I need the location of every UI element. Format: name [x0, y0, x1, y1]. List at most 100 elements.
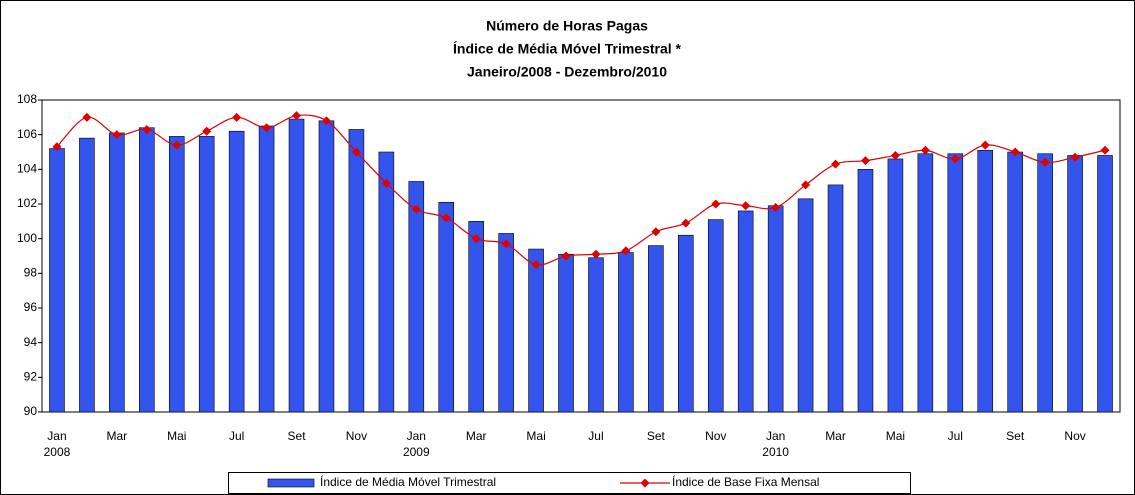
- bar: [79, 137, 95, 413]
- x-group-label: 2009: [403, 445, 430, 459]
- y-tick-label: 104: [17, 162, 37, 176]
- marker: [112, 130, 122, 140]
- marker: [621, 246, 631, 256]
- bar: [438, 201, 455, 413]
- marker: [860, 156, 870, 166]
- marker: [351, 147, 361, 157]
- bar: [408, 181, 425, 413]
- bar: [528, 248, 544, 413]
- marker: [471, 234, 481, 244]
- y-tick-label: 106: [17, 127, 37, 141]
- x-tick-label: Mai: [167, 429, 186, 443]
- bar: [109, 132, 125, 413]
- x-tick-label: Jan: [47, 429, 66, 443]
- marker: [232, 112, 242, 122]
- x-tick-label: Jul: [229, 429, 244, 443]
- bar: [827, 184, 844, 413]
- y-tick-label: 92: [24, 370, 38, 384]
- bar: [318, 120, 335, 413]
- marker: [441, 213, 451, 223]
- x-tick-label: Set: [1006, 429, 1025, 443]
- bar: [1037, 153, 1053, 413]
- y-tick-label: 102: [17, 196, 37, 210]
- bar: [767, 205, 784, 413]
- x-tick-label: Mar: [466, 429, 487, 443]
- marker: [202, 126, 212, 136]
- marker: [950, 154, 960, 164]
- legend-label: Índice de Base Fixa Mensal: [672, 474, 819, 489]
- chart-subtitle: Janeiro/2008 - Dezembro/2010: [467, 64, 667, 80]
- bar: [947, 153, 964, 413]
- plot-area: [41, 99, 1121, 413]
- x-tick-label: Jan: [407, 429, 426, 443]
- marker: [172, 140, 182, 150]
- marker: [321, 116, 331, 126]
- y-tick-label: 98: [24, 266, 38, 280]
- x-group-label: 2008: [44, 445, 71, 459]
- marker: [771, 202, 781, 212]
- marker: [741, 201, 751, 211]
- marker: [711, 199, 721, 209]
- legend: [228, 472, 911, 494]
- bar: [618, 252, 634, 413]
- marker: [1010, 147, 1020, 157]
- bar: [139, 127, 155, 413]
- marker: [262, 123, 272, 133]
- bar: [49, 148, 65, 413]
- bar: [737, 210, 754, 413]
- bar: [1097, 155, 1113, 413]
- x-tick-label: Mar: [825, 429, 846, 443]
- chart-title: Número de Horas Pagas: [486, 18, 648, 34]
- marker: [381, 178, 391, 188]
- marker: [1100, 145, 1110, 155]
- marker: [801, 180, 811, 190]
- marker: [142, 124, 152, 134]
- bar: [857, 169, 874, 413]
- marker: [920, 145, 930, 155]
- bar: [348, 129, 365, 413]
- marker: [531, 260, 541, 270]
- marker: [1070, 152, 1080, 162]
- marker: [82, 112, 92, 122]
- marker: [651, 227, 661, 237]
- y-tick-label: 94: [24, 335, 38, 349]
- legend-label: Índice de Média Móvel Trimestral: [320, 474, 496, 489]
- bar: [977, 149, 994, 413]
- marker: [52, 142, 62, 152]
- bar: [558, 253, 574, 413]
- bar: [887, 158, 904, 413]
- x-tick-label: Nov: [1064, 429, 1085, 443]
- x-tick-label: Nov: [346, 429, 367, 443]
- legend-swatch: [640, 478, 650, 488]
- x-tick-label: Mai: [526, 429, 545, 443]
- marker: [1040, 157, 1050, 167]
- bar: [198, 136, 215, 413]
- marker: [681, 218, 691, 228]
- x-tick-label: Jul: [948, 429, 963, 443]
- y-tick-label: 90: [24, 404, 38, 418]
- bar: [678, 234, 694, 413]
- x-tick-label: Set: [647, 429, 666, 443]
- bar: [378, 151, 395, 413]
- x-tick-label: Jul: [588, 429, 603, 443]
- x-tick-label: Jan: [766, 429, 785, 443]
- x-tick-label: Nov: [705, 429, 726, 443]
- marker: [292, 111, 302, 121]
- marker: [411, 204, 421, 214]
- marker: [980, 140, 990, 150]
- bar: [797, 198, 814, 413]
- y-tick-label: 108: [17, 92, 37, 106]
- bar: [468, 221, 484, 413]
- marker: [591, 249, 601, 259]
- bar: [498, 233, 514, 413]
- bar: [707, 219, 724, 413]
- chart-subtitle: Índice de Média Móvel Trimestral *: [453, 41, 682, 57]
- marker: [501, 239, 511, 249]
- bar: [1007, 151, 1023, 413]
- bar: [288, 118, 305, 413]
- bar: [917, 153, 934, 413]
- marker: [831, 159, 841, 169]
- bar: [228, 130, 245, 413]
